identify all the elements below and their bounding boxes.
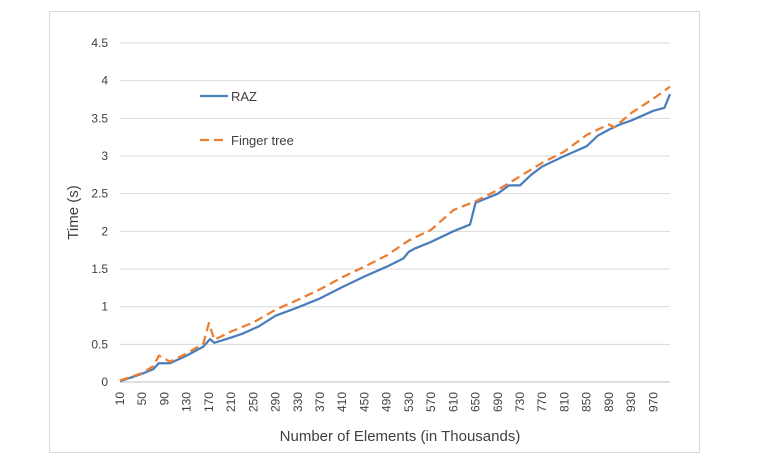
x-tick-label: 130	[180, 392, 194, 412]
x-tick-label: 810	[557, 392, 571, 412]
y-tick-label: 3.5	[91, 111, 108, 125]
legend-label: Finger tree	[231, 133, 294, 148]
x-tick-label: 170	[202, 392, 216, 412]
x-tick-label: 370	[313, 392, 327, 412]
y-axis-title: Time (s)	[65, 185, 82, 239]
x-tick-label: 650	[469, 392, 483, 412]
y-tick-label: 0.5	[91, 337, 108, 351]
gridlines	[120, 42, 670, 383]
y-tick-label: 4	[101, 74, 108, 88]
x-axis-ticks: 10 50 90 130 170 210 250 290 330 370 410 450 490 530 5…	[113, 392, 660, 412]
series-lines	[119, 85, 672, 383]
series-line-finger-tree	[119, 85, 671, 382]
x-tick-label: 530	[402, 392, 416, 412]
x-tick-label: 970	[646, 392, 660, 412]
series-line-raz	[119, 93, 672, 383]
x-tick-label: 690	[491, 392, 505, 412]
x-tick-label: 50	[135, 392, 149, 406]
y-tick-label: 2.5	[91, 187, 108, 201]
x-tick-label: 10	[113, 392, 127, 406]
x-tick-label: 410	[335, 392, 349, 412]
x-tick-label: 570	[424, 392, 438, 412]
x-tick-label: 90	[157, 392, 171, 406]
y-tick-label: 1	[101, 300, 108, 314]
x-tick-label: 850	[580, 392, 594, 412]
x-tick-label: 290	[269, 392, 283, 412]
x-tick-label: 730	[513, 392, 527, 412]
x-tick-label: 250	[246, 392, 260, 412]
y-tick-label: 2	[101, 224, 108, 238]
x-tick-label: 610	[446, 392, 460, 412]
x-tick-label: 490	[380, 392, 394, 412]
x-tick-label: 450	[357, 392, 371, 412]
y-tick-label: 4.5	[91, 36, 108, 50]
line-chart: 0 0.5 1 1.5 2 2.5 3 3.5 4 4.5 10 50 90 130 170 210 250 2…	[65, 36, 672, 445]
x-tick-label: 770	[535, 392, 549, 412]
legend-label: RAZ	[231, 89, 257, 104]
x-tick-label: 210	[224, 392, 238, 412]
y-tick-label: 1.5	[91, 262, 108, 276]
x-tick-label: 330	[291, 392, 305, 412]
x-axis-title: Number of Elements (in Thousands)	[280, 428, 521, 445]
legend: RAZ Finger tree	[200, 89, 294, 148]
x-tick-label: 930	[624, 392, 638, 412]
chart-frame: 0 0.5 1 1.5 2 2.5 3 3.5 4 4.5 10 50 90 130 170 210 250 2…	[49, 11, 700, 453]
y-tick-label: 0	[101, 375, 108, 389]
x-tick-label: 890	[602, 392, 616, 412]
y-tick-label: 3	[101, 149, 108, 163]
y-axis-ticks: 0 0.5 1 1.5 2 2.5 3 3.5 4 4.5	[91, 36, 108, 389]
